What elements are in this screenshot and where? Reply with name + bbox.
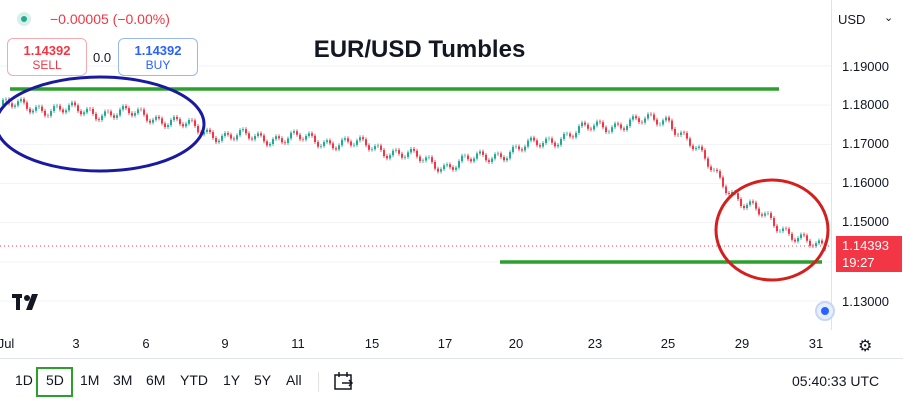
spread-value: 0.0 <box>93 50 112 65</box>
currency-select[interactable]: USD ⌄ <box>834 8 898 32</box>
range-button-1d[interactable]: 1D <box>15 372 33 388</box>
x-tick-label: 9 <box>221 336 229 351</box>
range-button-1y[interactable]: 1Y <box>223 372 241 388</box>
y-tick-label: 1.18000 <box>842 97 889 112</box>
bottom-toolbar <box>0 358 903 401</box>
x-tick-label: 25 <box>660 336 676 351</box>
x-tick-label: Jul <box>0 336 15 351</box>
range-button-3m[interactable]: 3M <box>113 372 133 388</box>
globe-icon[interactable] <box>815 301 835 321</box>
x-tick-label: 31 <box>808 336 824 351</box>
y-tick-label: 1.15000 <box>842 214 889 229</box>
range-button-5y[interactable]: 5Y <box>254 372 272 388</box>
y-tick-label: 1.17000 <box>842 136 889 151</box>
active-range-highlight <box>36 367 73 397</box>
compare-icon[interactable] <box>333 370 355 392</box>
sell-price: 1.14392 <box>23 43 71 58</box>
chart-title: EUR/USD Tumbles <box>313 36 526 63</box>
current-price-tag: 1.14393 19:27 <box>836 236 902 272</box>
range-button-6m[interactable]: 6M <box>146 372 166 388</box>
settings-icon[interactable]: ⚙ <box>858 338 873 355</box>
blue-highlight-circle <box>0 75 206 173</box>
market-status-icon <box>17 12 31 26</box>
x-tick-label: 6 <box>142 336 150 351</box>
current-price: 1.14393 <box>842 238 889 253</box>
chevron-down-icon: ⌄ <box>884 12 894 24</box>
buy-price: 1.14392 <box>134 43 182 58</box>
x-tick-label: 11 <box>291 336 305 351</box>
sell-label: SELL <box>32 58 62 72</box>
bar-countdown: 19:27 <box>842 255 875 270</box>
buy-label: BUY <box>145 58 171 72</box>
grid-lines <box>0 65 831 302</box>
chart-title-container: EUR/USD Tumbles <box>0 36 903 64</box>
y-tick-label: 1.19000 <box>842 59 889 74</box>
toolbar-divider <box>318 372 319 392</box>
range-button-all[interactable]: All <box>286 372 302 388</box>
price-series <box>2 97 826 252</box>
red-highlight-circle <box>714 178 830 282</box>
range-button-ytd[interactable]: YTD <box>180 372 208 388</box>
x-tick-label: 20 <box>508 336 524 351</box>
tradingview-logo-icon[interactable] <box>12 292 46 312</box>
y-tick-label: 1.16000 <box>842 175 889 190</box>
currency-value: USD <box>838 12 866 27</box>
x-tick-label: 3 <box>72 336 80 351</box>
buy-button[interactable]: 1.14392 BUY <box>118 38 198 76</box>
x-tick-label: 23 <box>587 336 603 351</box>
price-axis[interactable] <box>831 0 903 330</box>
x-tick-label: 29 <box>734 336 750 351</box>
x-tick-label: 15 <box>364 336 380 351</box>
range-button-1m[interactable]: 1M <box>80 372 100 388</box>
utc-clock[interactable]: 05:40:33 UTC <box>792 373 880 389</box>
price-chart[interactable] <box>0 0 903 360</box>
x-tick-label: 17 <box>437 336 453 351</box>
range-button-5d[interactable]: 5D <box>46 372 64 388</box>
price-change: −0.00005 (−0.00%) <box>50 11 170 27</box>
y-tick-label: 1.13000 <box>842 294 889 309</box>
sell-button[interactable]: 1.14392 SELL <box>7 38 87 76</box>
